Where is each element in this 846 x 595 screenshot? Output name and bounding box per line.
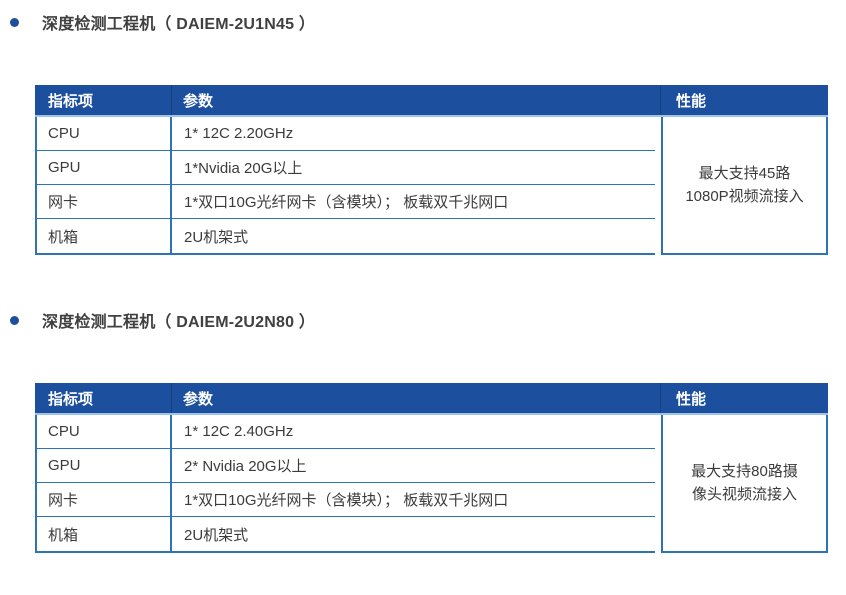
table-header-row: 指标项 参数 性能 bbox=[35, 383, 828, 415]
cell-item: 网卡 bbox=[37, 483, 172, 516]
spec-table-daiem-2u2n80: 指标项 参数 性能 CPU 1* 12C 2.40GHz GPU 2* Nvid… bbox=[35, 383, 828, 553]
cell-param: 2U机架式 bbox=[184, 526, 249, 544]
column-header-item: 指标项 bbox=[35, 383, 172, 413]
table-row: CPU 1* 12C 2.20GHz bbox=[37, 117, 655, 151]
performance-text: 1080P视频流接入 bbox=[685, 188, 804, 205]
section-heading-daiem-2u1n45: 深度检测工程机（ DAIEM-2U1N45 ） bbox=[0, 11, 846, 33]
table-row: 机箱 2U机架式 bbox=[37, 219, 655, 253]
table-row: GPU 1*Nvidia 20G以上 bbox=[37, 151, 655, 185]
column-header-perf: 性能 bbox=[676, 92, 707, 110]
cell-item: GPU bbox=[37, 151, 172, 184]
spec-table-daiem-2u1n45: 指标项 参数 性能 CPU 1* 12C 2.20GHz GPU 1*Nvidi… bbox=[35, 85, 828, 255]
table-body: CPU 1* 12C 2.20GHz GPU 1*Nvidia 20G以上 网卡… bbox=[35, 117, 828, 255]
param-grid: CPU 1* 12C 2.40GHz GPU 2* Nvidia 20G以上 网… bbox=[35, 415, 655, 553]
heading-text: 深度检测工程机（ DAIEM-2U2N80 ） bbox=[42, 314, 316, 331]
table-row: 网卡 1*双口10G光纤网卡（含模块）； 板载双千兆网口 bbox=[37, 483, 655, 517]
bullet-icon bbox=[10, 17, 19, 27]
table-row: GPU 2* Nvidia 20G以上 bbox=[37, 449, 655, 483]
cell-param: 1*双口10G光纤网卡（含模块）； 板载双千兆网口 bbox=[184, 492, 509, 509]
cell-item: 机箱 bbox=[37, 219, 172, 253]
column-header-param: 参数 bbox=[172, 85, 661, 115]
performance-text: 最大支持45路 bbox=[698, 165, 791, 182]
performance-cell: 最大支持80路摄 像头视频流接入 bbox=[661, 415, 828, 553]
cell-item: 机箱 bbox=[37, 517, 172, 551]
table-row: 机箱 2U机架式 bbox=[37, 517, 655, 551]
column-header-perf: 性能 bbox=[676, 390, 707, 408]
table-row: CPU 1* 12C 2.40GHz bbox=[37, 415, 655, 449]
cell-param: 1*Nvidia 20G以上 bbox=[184, 160, 303, 177]
cell-item: 网卡 bbox=[37, 185, 172, 218]
cell-param: 2U机架式 bbox=[184, 228, 249, 246]
table-body: CPU 1* 12C 2.40GHz GPU 2* Nvidia 20G以上 网… bbox=[35, 415, 828, 553]
column-header-param: 参数 bbox=[172, 383, 661, 413]
cell-item: GPU bbox=[37, 449, 172, 482]
table-row: 网卡 1*双口10G光纤网卡（含模块）； 板载双千兆网口 bbox=[37, 185, 655, 219]
cell-item: CPU bbox=[37, 117, 172, 150]
param-grid: CPU 1* 12C 2.20GHz GPU 1*Nvidia 20G以上 网卡… bbox=[35, 117, 655, 255]
column-header-item: 指标项 bbox=[35, 85, 172, 115]
performance-cell: 最大支持45路 1080P视频流接入 bbox=[661, 117, 828, 255]
performance-text: 像头视频流接入 bbox=[691, 486, 797, 503]
section-heading-daiem-2u2n80: 深度检测工程机（ DAIEM-2U2N80 ） bbox=[0, 309, 846, 331]
cell-param: 1* 12C 2.40GHz bbox=[184, 423, 294, 440]
cell-param: 1* 12C 2.20GHz bbox=[184, 125, 294, 142]
performance-text: 最大支持80路摄 bbox=[691, 463, 798, 480]
heading-text: 深度检测工程机（ DAIEM-2U1N45 ） bbox=[42, 16, 316, 33]
bullet-icon bbox=[10, 315, 19, 325]
cell-param: 2* Nvidia 20G以上 bbox=[184, 458, 307, 475]
table-header-row: 指标项 参数 性能 bbox=[35, 85, 828, 117]
cell-param: 1*双口10G光纤网卡（含模块）； 板载双千兆网口 bbox=[184, 194, 509, 211]
cell-item: CPU bbox=[37, 415, 172, 448]
